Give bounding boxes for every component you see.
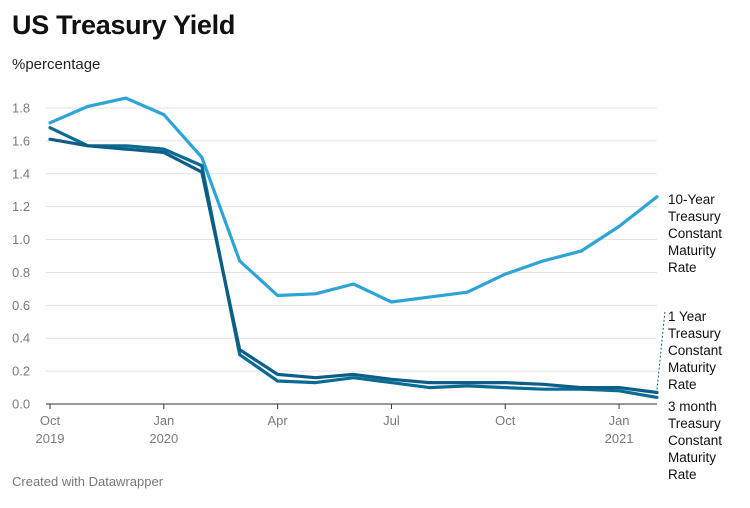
gridlines (46, 107, 657, 405)
series-label-line: Treasury (668, 416, 721, 431)
y-tick-label: 1.0 (12, 232, 30, 247)
series-lines (48, 96, 659, 399)
series-label-0: 10-Year Treasury Constant Maturity Rate (668, 192, 722, 275)
series-label-line: 1 Year (668, 309, 707, 324)
x-tick-year-label: 2021 (605, 431, 634, 446)
series-line-1 (48, 137, 659, 395)
x-tick-label: Oct (495, 413, 516, 428)
series-label-line: Maturity (668, 360, 716, 375)
series-label-line: Maturity (668, 243, 716, 258)
x-tick-label: Jan (153, 413, 174, 428)
y-tick-label: 0.2 (12, 364, 30, 379)
y-axis-ticks: 1.8 1.6 1.4 1.2 1.0 0.8 0.6 0.4 0.2 0.0 (12, 101, 30, 412)
y-tick-label: 0.0 (12, 397, 30, 412)
y-tick-label: 0.8 (12, 265, 30, 280)
series-label-2: 3 month Treasury Constant Maturity Rate (668, 399, 722, 482)
series-label-line: Treasury (668, 209, 721, 224)
x-tick-label: Jan (609, 413, 630, 428)
x-tick-label: Apr (268, 413, 289, 428)
series-label-line: Rate (668, 467, 697, 482)
series-label-line: Treasury (668, 326, 721, 341)
y-tick-label: 0.4 (12, 331, 30, 346)
series-label-line: Maturity (668, 450, 716, 465)
series-label-1: 1 Year Treasury Constant Maturity Rate (668, 309, 722, 392)
x-tick-label: Oct (40, 413, 61, 428)
y-tick-label: 1.2 (12, 199, 30, 214)
credit-footer: Created with Datawrapper (12, 474, 164, 489)
series-label-line: 10-Year (668, 192, 715, 207)
x-tick-year-label: 2020 (149, 431, 178, 446)
series-label-line: Constant (668, 226, 722, 241)
series-label-line: Constant (668, 433, 722, 448)
label-leader-line (656, 310, 666, 390)
series-label-line: Rate (668, 260, 697, 275)
x-axis-ticks: Oct 2019 Jan 2020 Apr Jul Oct Jan 2021 (36, 404, 634, 446)
series-label-line: 3 month (668, 399, 717, 414)
y-tick-label: 1.6 (12, 133, 30, 148)
series-label-line: Rate (668, 377, 697, 392)
chart-subtitle: %percentage (12, 56, 101, 73)
series-line-0 (48, 96, 659, 304)
x-tick-label: Jul (383, 413, 400, 428)
series-label-line: Constant (668, 343, 722, 358)
chart-title: US Treasury Yield (12, 10, 236, 40)
y-tick-label: 1.4 (12, 166, 30, 181)
y-tick-label: 1.8 (12, 101, 30, 116)
x-tick-year-label: 2019 (36, 431, 65, 446)
series-line-2 (48, 126, 659, 399)
y-tick-label: 0.6 (12, 298, 30, 313)
